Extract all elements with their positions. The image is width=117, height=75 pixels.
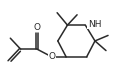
Text: NH: NH xyxy=(88,20,101,29)
Text: O: O xyxy=(48,52,55,61)
Text: O: O xyxy=(34,23,41,32)
